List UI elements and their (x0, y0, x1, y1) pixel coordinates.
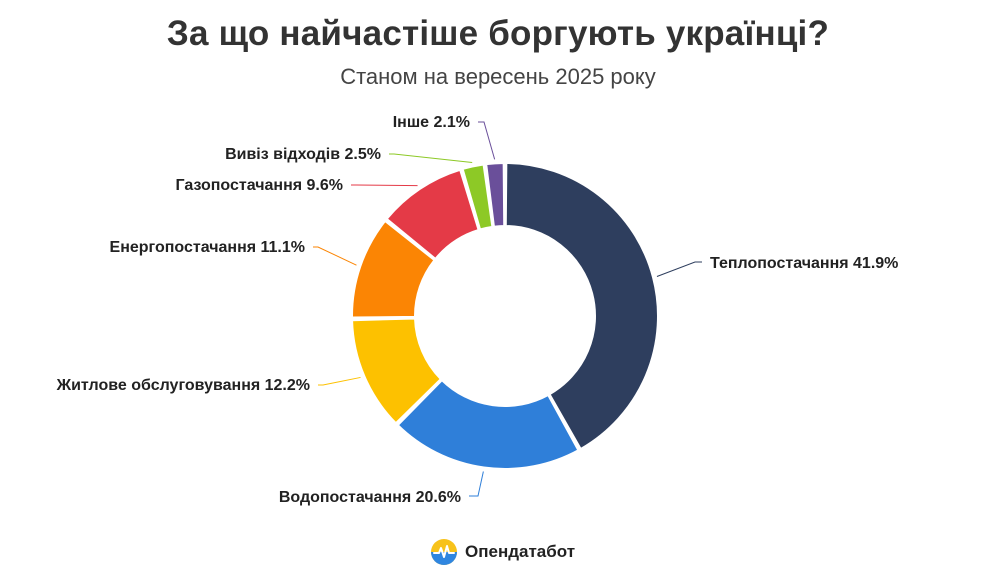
slice-2 (396, 378, 580, 470)
slice-label-5: Газопостачання 9.6% (175, 177, 343, 194)
brand-name: Опендатабот (465, 542, 576, 561)
leader-line-4 (313, 246, 357, 266)
donut-slices (351, 161, 659, 470)
leader-line-7 (478, 121, 496, 160)
slice-label-7: Інше 2.1% (393, 114, 470, 131)
slice-4 (351, 219, 436, 319)
slice-1 (504, 161, 659, 451)
leader-line-5 (351, 184, 418, 187)
leader-line-6 (389, 153, 473, 163)
leader-lines (313, 121, 702, 497)
slice-7 (485, 161, 506, 228)
slice-label-6: Вивіз відходів 2.5% (225, 146, 381, 163)
slice-6 (461, 163, 494, 231)
slice-label-4: Енергопостачання 11.1% (110, 239, 305, 256)
slice-label-1: Теплопостачання 41.9% (710, 255, 898, 272)
slice-5 (385, 168, 480, 261)
brand-footer: Опендатабот (430, 536, 575, 568)
opendatabot-logo-icon (431, 539, 457, 565)
leader-line-1 (656, 261, 702, 277)
slice-label-3: Житлове обслуговування 12.2% (56, 377, 310, 394)
slice-labels: Теплопостачання 41.9% Водопостачання 20.6… (56, 114, 899, 506)
slice-3 (351, 317, 443, 425)
chart-subtitle: Станом на вересень 2025 року (340, 64, 656, 89)
chart-title: За що найчастіше боргують українці? (166, 14, 830, 53)
slice-label-2: Водопостачання 20.6% (279, 489, 461, 506)
leader-line-2 (469, 471, 484, 497)
leader-line-3 (318, 376, 361, 386)
